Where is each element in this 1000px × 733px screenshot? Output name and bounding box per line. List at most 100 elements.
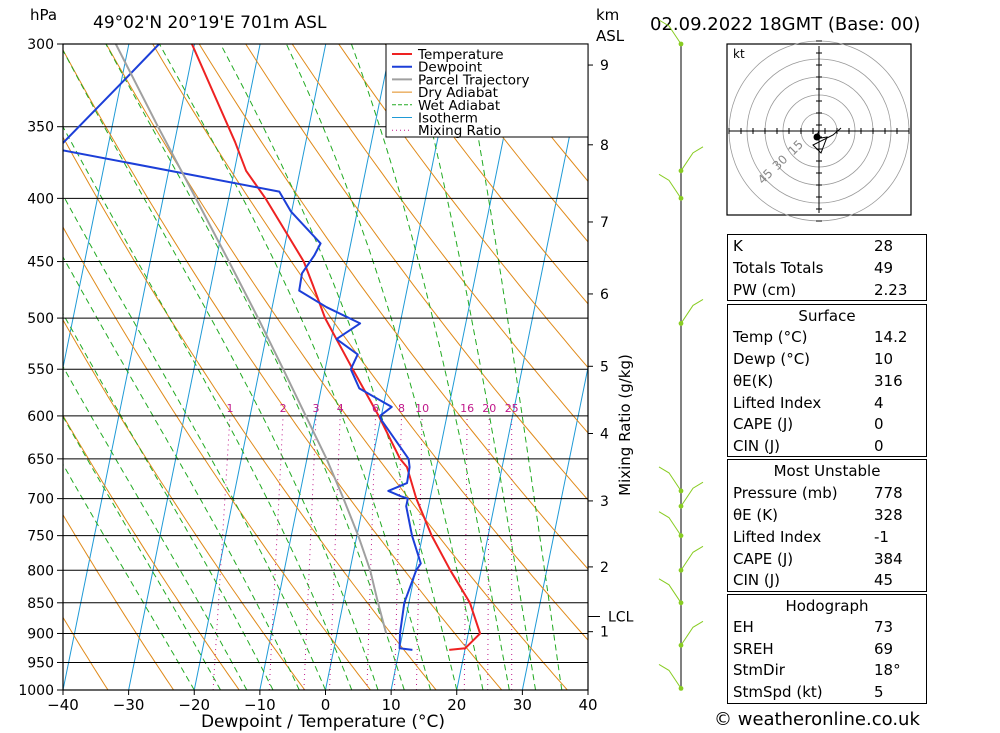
- mixing-ratio-line: [212, 415, 231, 690]
- mixing-ratio-line: [394, 415, 402, 690]
- wind-barb-dot: [678, 41, 684, 47]
- wind-barb: [680, 620, 704, 646]
- eh-label: EH: [733, 618, 754, 636]
- mixing-ratio-line: [487, 415, 490, 690]
- wind-barb-dot: [678, 168, 684, 174]
- dry-adiabat-line: [63, 319, 306, 690]
- dry-adiabat-line: [338, 44, 588, 369]
- legend-label: Dewpoint: [418, 60, 482, 76]
- temperature-tick-label: −10: [244, 696, 276, 714]
- dry-adiabat-line: [63, 513, 175, 690]
- dry-adiabat-line: [245, 44, 588, 501]
- mixing-ratio-line: [329, 415, 341, 690]
- surface-cin-label: CIN (J): [733, 437, 781, 455]
- stmspd-label: StmSpd (kt): [733, 683, 823, 701]
- dry-adiabat-line: [63, 616, 109, 690]
- mixing-ratio-label: 3: [313, 402, 320, 415]
- km-tick-label: 5: [600, 359, 609, 375]
- dewpoint-profile: [63, 44, 422, 651]
- mu-pressure-value: 778: [874, 484, 903, 502]
- km-tick-label: 4: [600, 427, 609, 443]
- mixing-ratio-label: 20: [482, 402, 496, 415]
- temperature-tick-label: 30: [513, 696, 532, 714]
- mixing-ratio-axis-title: Mixing Ratio (g/kg): [616, 354, 634, 496]
- wet-adiabat-line: [63, 256, 300, 690]
- pw-label: PW (cm): [733, 281, 797, 299]
- mixing-ratio-line: [366, 415, 376, 690]
- mixing-ratio-label: 2: [280, 402, 287, 415]
- hodograph-title: Hodograph: [785, 597, 869, 615]
- wet-adiabat-line: [63, 49, 379, 690]
- legend-label: Temperature: [417, 47, 504, 63]
- mixing-ratio-lines: [212, 415, 513, 690]
- wind-barb: [658, 466, 682, 492]
- temperature-tick-label: 20: [447, 696, 466, 714]
- profiles: [63, 44, 482, 651]
- k-index-label: K: [733, 237, 743, 255]
- wet-adiabat-line: [63, 194, 326, 690]
- mixing-ratio-line: [415, 415, 423, 690]
- mu-cape-value: 384: [874, 550, 903, 568]
- isotherm-line: [193, 44, 327, 690]
- datetime-label: 02.09.2022 18GMT (Base: 00): [650, 14, 920, 35]
- temperature-profile: [190, 44, 482, 651]
- stmspd-value: 5: [874, 683, 884, 701]
- km-tick-label: 3: [600, 494, 609, 510]
- mixing-ratio-labels: 1 2 3 4 6 8 10 16 20 25: [227, 402, 519, 415]
- asl-label: ASL: [596, 27, 625, 45]
- wet-adiabat-line: [63, 312, 274, 690]
- wet-adiabat-line: [219, 44, 458, 690]
- legend-label: Wet Adiabat: [418, 98, 500, 114]
- wind-barb: [658, 173, 682, 199]
- isotherm-line: [128, 44, 261, 690]
- isotherm-line: [521, 365, 588, 690]
- mu-cape-label: CAPE (J): [733, 550, 794, 568]
- lcl-label: LCL: [608, 610, 634, 626]
- mixing-ratio-label: 25: [505, 402, 519, 415]
- wind-barb-dot: [678, 321, 684, 326]
- wet-adiabat-line: [285, 44, 484, 690]
- wet-adiabat-line: [63, 415, 221, 690]
- surface-theta-label: θE(K): [733, 372, 774, 390]
- wind-barb-dot: [678, 567, 684, 573]
- wind-barb: [680, 481, 704, 507]
- mu-cin-label: CIN (J): [733, 571, 781, 589]
- surface-cape-label: CAPE (J): [733, 415, 794, 433]
- temperature-tick-label: −40: [47, 696, 79, 714]
- pressure-tick-label: 400: [27, 191, 54, 207]
- surface-dewp-value: 10: [874, 350, 894, 368]
- pressure-tick-label: 900: [27, 626, 54, 642]
- pressure-tick-label: 850: [27, 596, 54, 612]
- dry-adiabat-line: [63, 414, 240, 690]
- copyright-footer: © weatheronline.co.uk: [714, 709, 920, 730]
- pressure-tick-label: 550: [27, 362, 54, 378]
- temperature-tick-label: 0: [321, 696, 331, 714]
- temperature-tick-label: −20: [178, 696, 210, 714]
- dry-adiabat-line: [152, 44, 588, 641]
- mu-cin-value: 45: [874, 571, 894, 589]
- parcel-trajectory: [114, 44, 388, 634]
- mu-pressure-label: Pressure (mb): [733, 484, 838, 502]
- dry-adiabat-lines: [63, 44, 588, 690]
- totals-totals-value: 49: [874, 259, 894, 277]
- surface-li-label: Lifted Index: [733, 394, 822, 412]
- surface-li-value: 4: [874, 394, 884, 412]
- mixing-ratio-line: [463, 415, 468, 690]
- km-tick-label: 9: [600, 58, 609, 74]
- km-tick-label: 2: [600, 560, 609, 576]
- mu-theta-value: 328: [874, 506, 903, 524]
- mu-theta-label: θE (K): [733, 506, 778, 524]
- hodograph-indices-box: Hodograph EH 73 SREH 69 StmDir 18° StmSpd (…: [727, 594, 927, 704]
- basic-indices-box: K 28 Totals Totals 49 PW (cm) 2.23: [727, 234, 927, 301]
- dry-adiabat-line: [198, 44, 588, 570]
- temperature-tick-label: 40: [578, 696, 597, 714]
- wind-barb: [658, 19, 682, 45]
- wind-barb: [658, 578, 682, 604]
- wind-barb-dot: [678, 533, 684, 539]
- km-tick-label: 1: [600, 625, 609, 641]
- mixing-ratio-label: 6: [372, 402, 379, 415]
- surface-temp-value: 14.2: [874, 328, 908, 346]
- wet-adiabat-line: [409, 44, 536, 690]
